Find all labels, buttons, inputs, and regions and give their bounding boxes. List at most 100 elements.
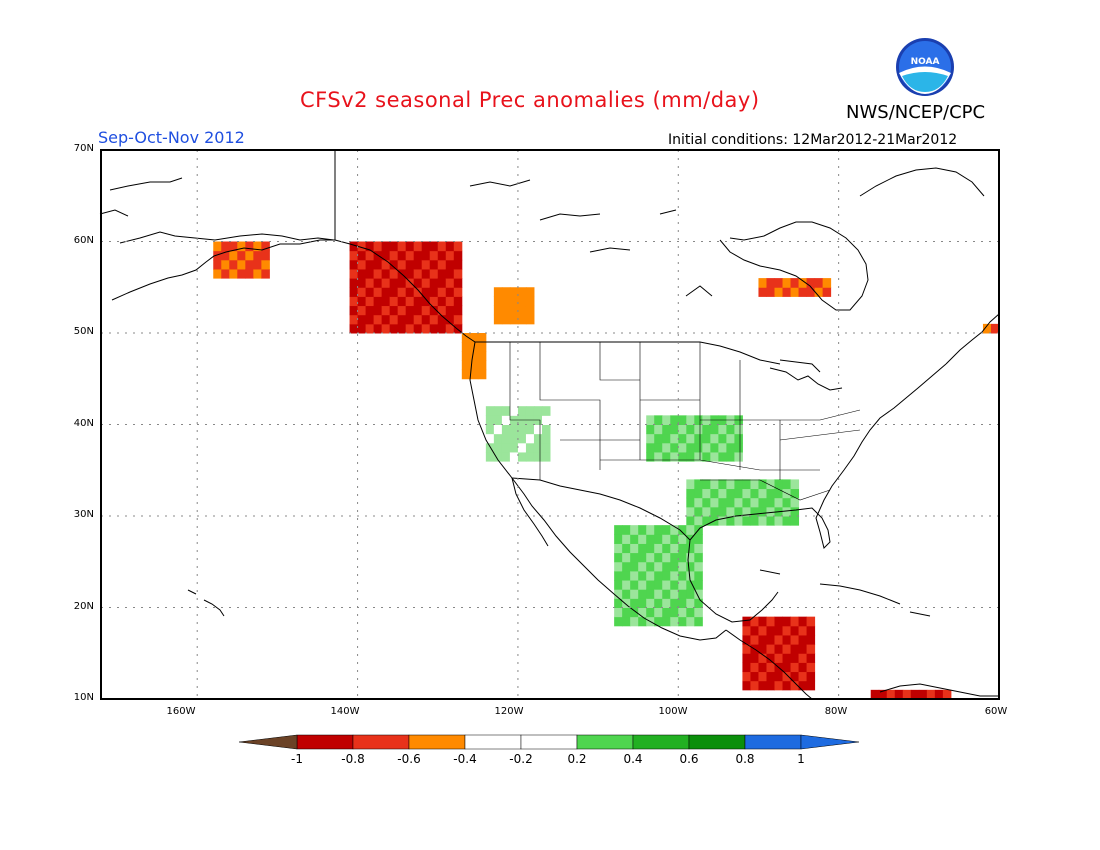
anomaly-cell bbox=[702, 497, 711, 508]
anomaly-cell bbox=[349, 305, 359, 316]
anomaly-cell bbox=[742, 497, 751, 508]
anomaly-cell bbox=[469, 351, 479, 361]
anomaly-cell bbox=[614, 598, 623, 608]
anomaly-cell bbox=[253, 250, 262, 261]
anomaly-cell bbox=[357, 268, 367, 279]
anomaly-cell bbox=[774, 516, 784, 526]
anomaly-cell bbox=[389, 268, 399, 279]
anomaly-cell bbox=[670, 415, 679, 425]
anomaly-cell bbox=[429, 259, 439, 270]
anomaly-cell bbox=[702, 479, 711, 490]
anomaly-cell bbox=[365, 278, 375, 288]
anomaly-cell bbox=[654, 451, 663, 462]
anomaly-cell bbox=[622, 543, 631, 554]
anomaly-cell bbox=[718, 479, 727, 490]
anomaly-cell bbox=[541, 415, 551, 425]
anomaly-cell bbox=[726, 433, 735, 444]
anomaly-cell bbox=[694, 561, 703, 572]
anomaly-cell bbox=[942, 689, 952, 700]
lon-label-140w: 140W bbox=[330, 706, 360, 717]
mexico-gulf bbox=[687, 539, 779, 623]
anomaly-cell bbox=[622, 570, 631, 581]
colorbar-swatch bbox=[688, 734, 746, 750]
anomaly-cell bbox=[405, 305, 415, 316]
anomaly-cell bbox=[798, 625, 808, 636]
anomaly-cell bbox=[710, 424, 719, 435]
anomaly-cell bbox=[774, 287, 784, 297]
anomaly-cell bbox=[397, 296, 407, 307]
anomaly-cell bbox=[678, 543, 687, 554]
anomaly-cell bbox=[541, 433, 551, 444]
anomaly-cell bbox=[686, 616, 695, 627]
anomaly-cell bbox=[357, 305, 367, 316]
anomaly-cell bbox=[718, 506, 727, 517]
anomaly-cell bbox=[261, 259, 270, 270]
anomaly-cell bbox=[934, 689, 944, 700]
anomaly-cell bbox=[798, 653, 808, 663]
anomaly-cell bbox=[229, 241, 238, 252]
anomaly-cell bbox=[373, 241, 383, 252]
anomaly-cell bbox=[702, 516, 711, 526]
anomaly-cell bbox=[421, 287, 431, 297]
us-mexico-border bbox=[511, 477, 691, 541]
anomaly-cell bbox=[389, 314, 399, 325]
anomaly-cell bbox=[742, 506, 751, 517]
colorbar-label: -0.2 bbox=[509, 752, 533, 766]
anomaly-cell bbox=[357, 287, 367, 297]
anomaly-cell bbox=[662, 451, 671, 462]
anomaly-cell bbox=[726, 506, 735, 517]
anomaly-cell bbox=[533, 406, 543, 416]
anomaly-cell bbox=[726, 488, 735, 499]
anomaly-cell bbox=[397, 250, 407, 261]
anomaly-cell bbox=[253, 268, 262, 279]
anomaly-cell bbox=[469, 333, 479, 343]
anomaly-cell bbox=[782, 671, 792, 682]
anomaly-cell bbox=[750, 653, 759, 663]
anomaly-cell bbox=[630, 534, 639, 544]
anomaly-cell bbox=[397, 259, 407, 270]
anomaly-cell bbox=[798, 278, 808, 288]
lat-label-60n: 60N bbox=[73, 235, 94, 246]
anomaly-cell bbox=[493, 314, 503, 325]
anomaly-cell bbox=[750, 479, 759, 490]
anomaly-cell bbox=[517, 442, 527, 453]
anomaly-cell bbox=[814, 287, 824, 297]
anomaly-cell bbox=[798, 671, 808, 682]
anomaly-cell bbox=[774, 616, 784, 627]
anomaly-cell bbox=[421, 323, 431, 334]
anomaly-cell bbox=[614, 552, 623, 563]
anomaly-cell bbox=[686, 506, 695, 517]
anomaly-cell bbox=[501, 442, 511, 453]
anomaly-cell bbox=[758, 671, 767, 682]
anomaly-cell bbox=[718, 488, 727, 499]
anomaly-cell bbox=[662, 442, 671, 453]
anomaly-cell bbox=[453, 296, 463, 307]
anomaly-cell bbox=[790, 662, 800, 673]
anomaly-cell bbox=[686, 561, 695, 572]
anomaly-cell bbox=[533, 424, 543, 435]
anomaly-cell bbox=[493, 433, 503, 444]
anomaly-cell bbox=[654, 525, 663, 535]
anomaly-cell bbox=[638, 570, 647, 581]
anomaly-cell bbox=[405, 250, 415, 261]
anomaly-cell bbox=[734, 488, 743, 499]
anomaly-cell bbox=[525, 433, 535, 444]
anomaly-cell bbox=[437, 241, 447, 252]
season-label: Sep-Oct-Nov 2012 bbox=[98, 128, 245, 147]
anomaly-cell bbox=[413, 323, 423, 334]
anomaly-cell bbox=[453, 259, 463, 270]
anomaly-cell bbox=[413, 296, 423, 307]
anomaly-cell bbox=[381, 241, 391, 252]
anomaly-cell bbox=[389, 278, 399, 288]
anomaly-cell bbox=[638, 580, 647, 590]
anomaly-cell bbox=[790, 516, 800, 526]
anomaly-cell bbox=[445, 287, 455, 297]
anomaly-cell bbox=[662, 570, 671, 581]
anomaly-cell bbox=[437, 268, 447, 279]
anomaly-cell bbox=[405, 323, 415, 334]
anomaly-cell bbox=[630, 525, 639, 535]
anomaly-cell bbox=[710, 488, 719, 499]
east-canada bbox=[859, 167, 1000, 365]
anomaly-cell bbox=[421, 268, 431, 279]
anomaly-cell bbox=[517, 451, 527, 462]
